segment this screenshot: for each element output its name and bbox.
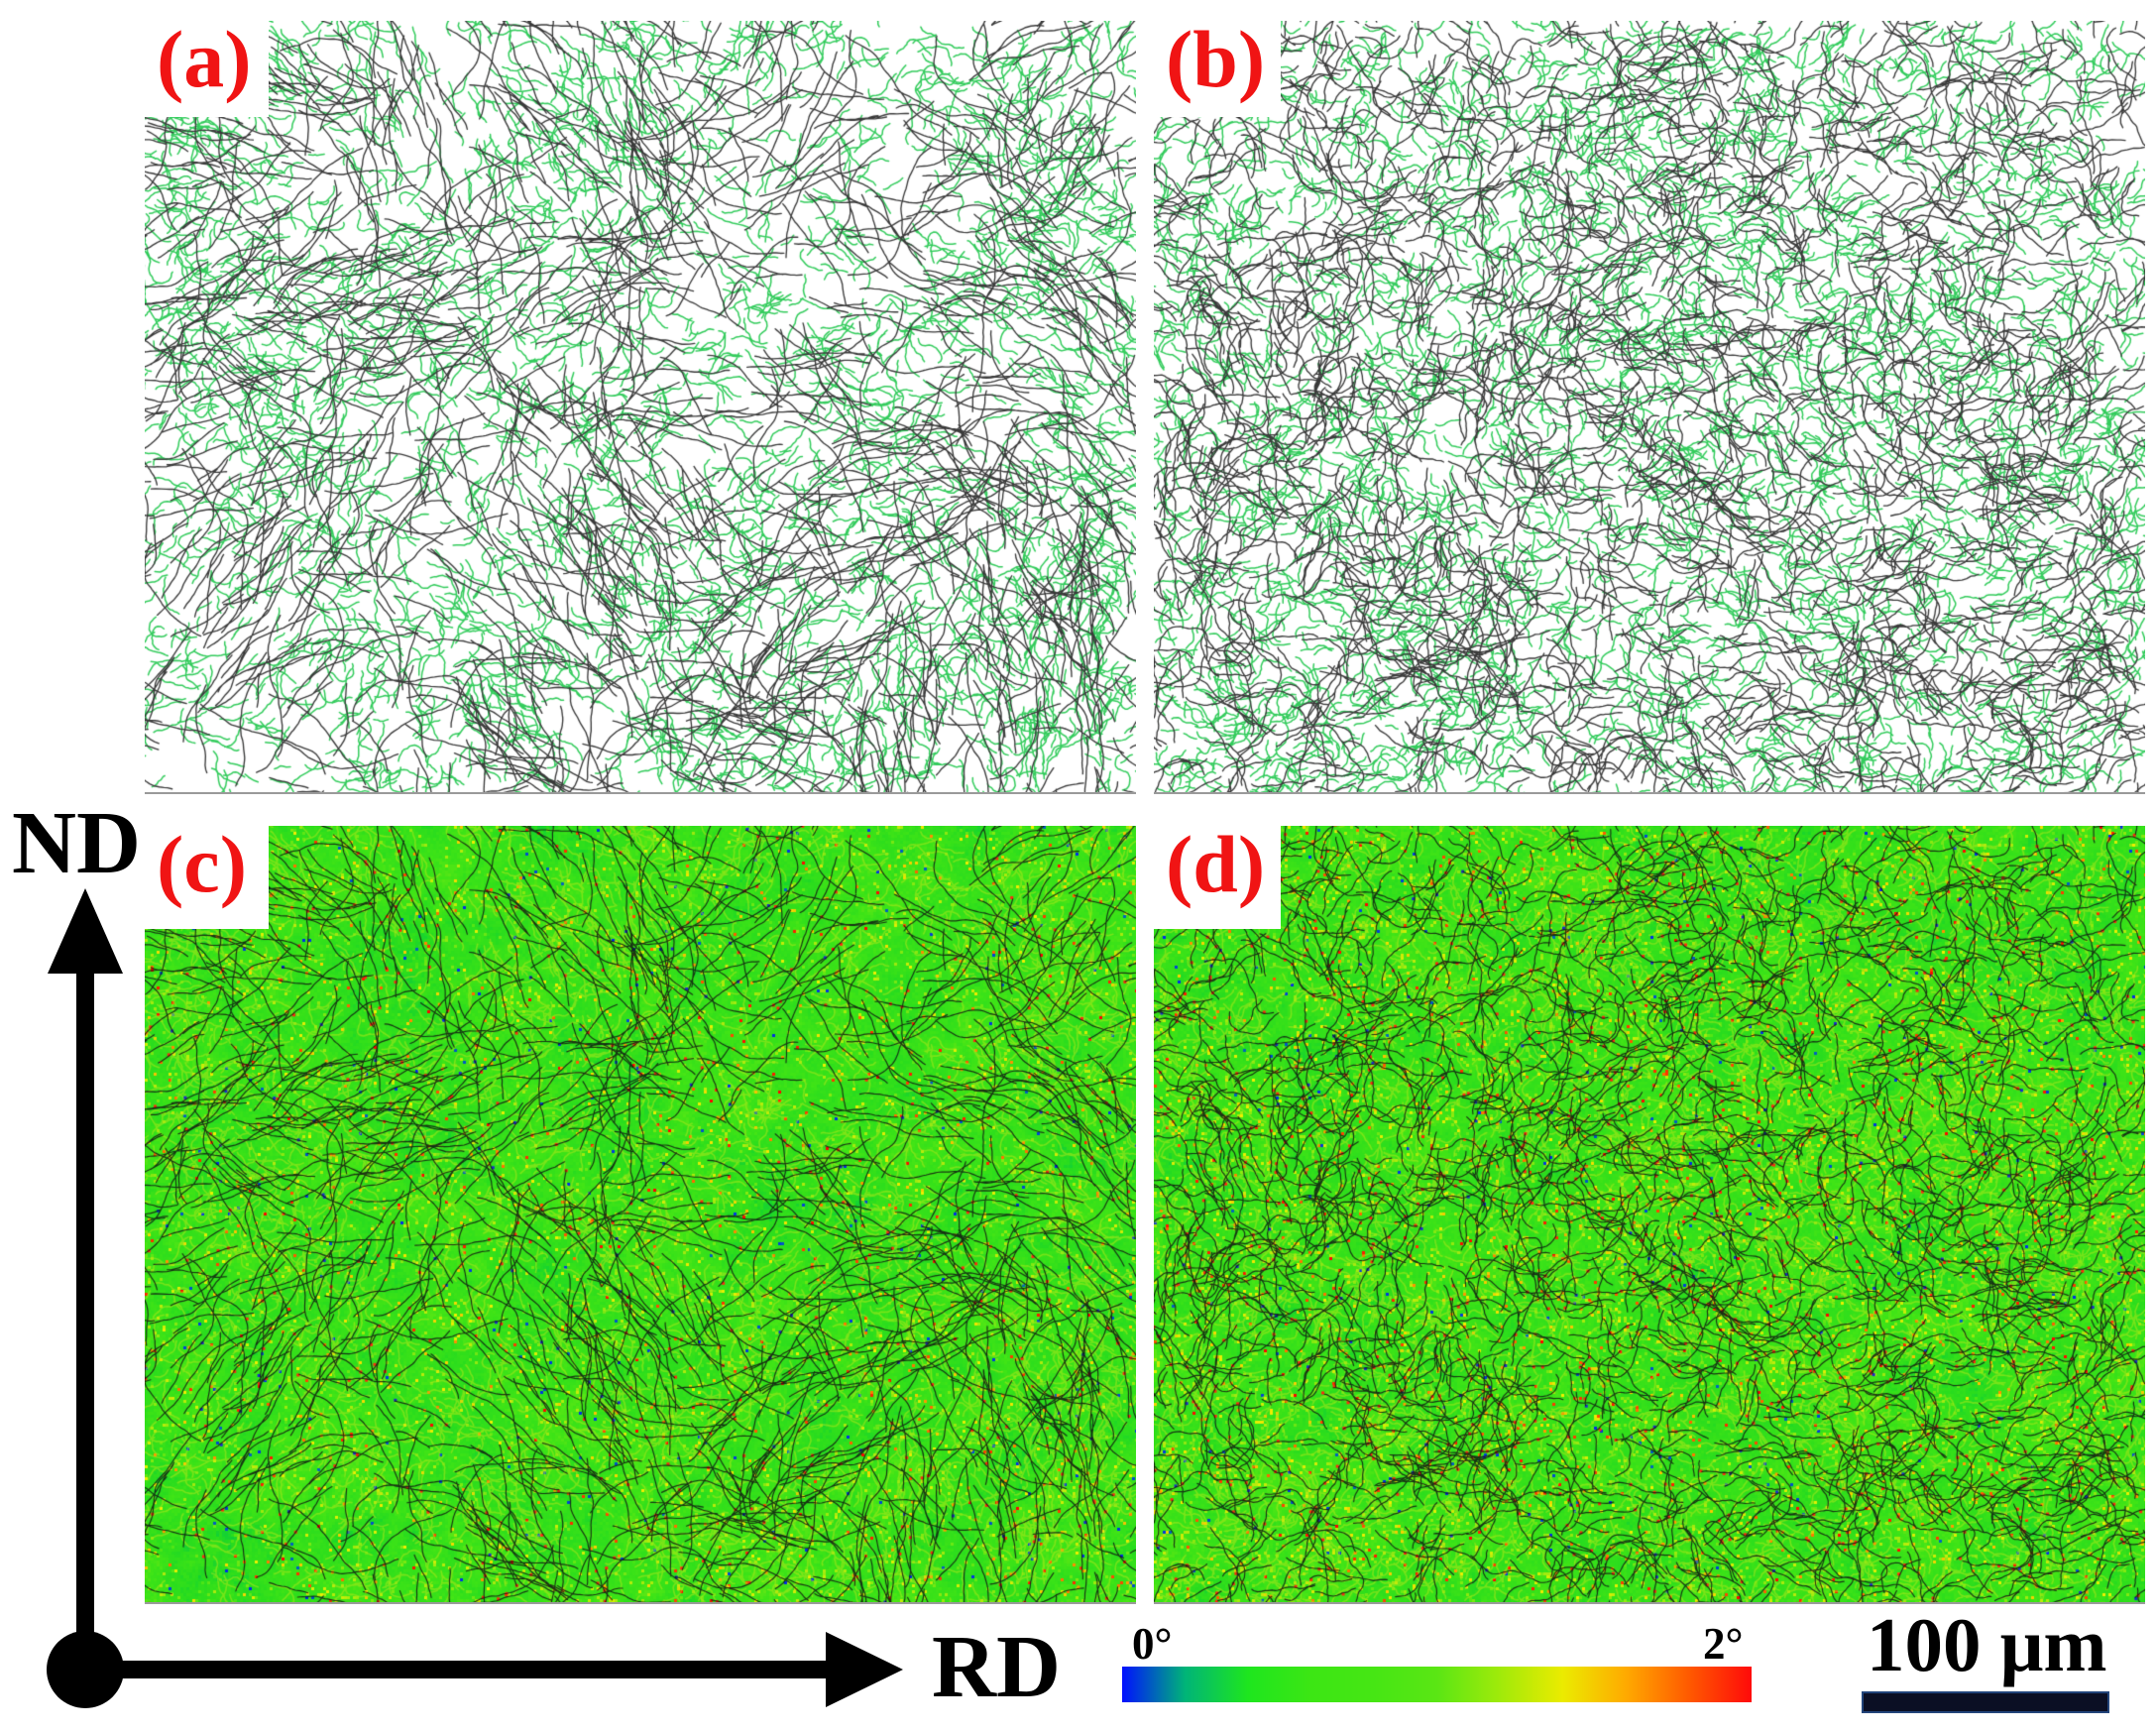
kam-colorbar — [1122, 1667, 1752, 1702]
boundary-map-b — [1154, 21, 2145, 792]
origin-dot — [47, 1631, 124, 1708]
rd-arrowhead — [826, 1632, 903, 1707]
panel-label-box-c: (c) — [145, 826, 269, 929]
colorbar-min-label: 0° — [1132, 1619, 1173, 1669]
scale-bar — [1862, 1691, 2109, 1713]
panel-a: (a) — [145, 21, 1136, 794]
panel-label-box-d: (d) — [1154, 826, 1281, 929]
panel-label-b: (b) — [1166, 21, 1266, 104]
scale-bar-label: 100 μm — [1867, 1602, 2107, 1687]
kam-map-d — [1154, 826, 2145, 1602]
nd-arrowhead — [48, 888, 123, 974]
panel-label-box-b: (b) — [1154, 21, 1281, 117]
panel-label-c: (c) — [157, 826, 248, 909]
nd-arrow-shaft — [76, 967, 94, 1673]
nd-axis-label: ND — [12, 794, 141, 892]
panel-label-d: (d) — [1166, 826, 1266, 909]
panel-label-box-a: (a) — [145, 21, 269, 117]
panel-c: (c) — [145, 826, 1136, 1604]
panel-d: (d) — [1154, 826, 2145, 1604]
colorbar-max-label: 2° — [1703, 1619, 1744, 1669]
rd-axis-label: RD — [932, 1618, 1061, 1716]
boundary-map-a — [145, 21, 1136, 792]
kam-map-c — [145, 826, 1136, 1602]
rd-arrow-shaft — [85, 1661, 831, 1678]
orientation-axes — [47, 888, 903, 1708]
panel-b: (b) — [1154, 21, 2145, 794]
panel-label-a: (a) — [157, 21, 252, 104]
